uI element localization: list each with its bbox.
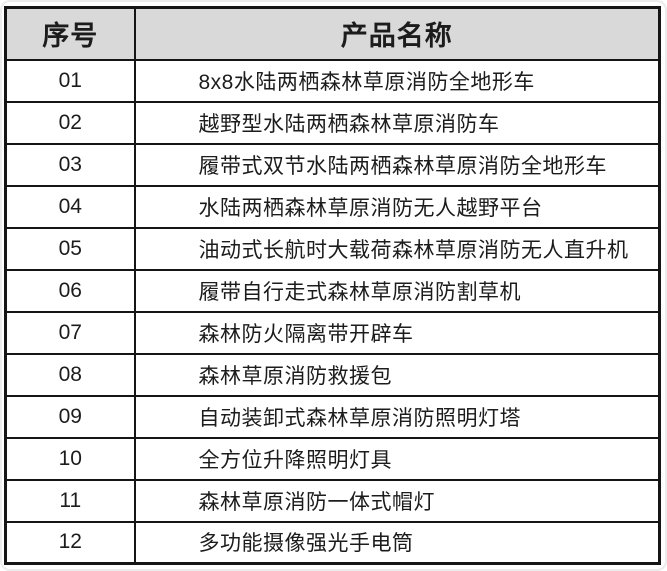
row-index-cell: 09 bbox=[4, 394, 136, 439]
row-index-cell: 10 bbox=[4, 436, 136, 481]
table-row: 08 森林草原消防救援包 bbox=[4, 352, 661, 397]
row-product-name-cell: 多功能摄像强光手电筒 bbox=[133, 520, 661, 565]
row-product-name-cell: 履带自行走式森林草原消防割草机 bbox=[133, 268, 661, 313]
row-product-name-cell: 履带式双节水陆两栖森林草原消防全地形车 bbox=[133, 142, 661, 187]
row-product-name-cell: 自动装卸式森林草原消防照明灯塔 bbox=[133, 394, 661, 439]
table-row: 03 履带式双节水陆两栖森林草原消防全地形车 bbox=[4, 142, 661, 187]
header-cell-product-name: 产品名称 bbox=[133, 6, 661, 61]
table-row: 02 越野型水陆两栖森林草原消防车 bbox=[4, 100, 661, 145]
row-product-name-cell: 森林草原消防救援包 bbox=[133, 352, 661, 397]
table-row: 07 森林防火隔离带开辟车 bbox=[4, 310, 661, 355]
row-index-cell: 11 bbox=[4, 478, 136, 523]
table-row: 04 水陆两栖森林草原消防无人越野平台 bbox=[4, 184, 661, 229]
row-index-cell: 08 bbox=[4, 352, 136, 397]
row-index-cell: 06 bbox=[4, 268, 136, 313]
table-row: 06 履带自行走式森林草原消防割草机 bbox=[4, 268, 661, 313]
row-index-cell: 02 bbox=[4, 100, 136, 145]
row-product-name-cell: 水陆两栖森林草原消防无人越野平台 bbox=[133, 184, 661, 229]
row-index-cell: 05 bbox=[4, 226, 136, 271]
row-product-name-cell: 全方位升降照明灯具 bbox=[133, 436, 661, 481]
header-cell-index: 序号 bbox=[4, 6, 136, 61]
row-index-cell: 03 bbox=[4, 142, 136, 187]
product-table: 序号 产品名称 01 8x8水陆两栖森林草原消防全地形车 02 越野型水陆两栖森… bbox=[4, 6, 661, 565]
row-product-name-cell: 油动式长航时大载荷森林草原消防无人直升机 bbox=[133, 226, 661, 271]
table-row: 10 全方位升降照明灯具 bbox=[4, 436, 661, 481]
row-index-cell: 07 bbox=[4, 310, 136, 355]
row-product-name-cell: 森林草原消防一体式帽灯 bbox=[133, 478, 661, 523]
table-row: 05 油动式长航时大载荷森林草原消防无人直升机 bbox=[4, 226, 661, 271]
table-row: 11 森林草原消防一体式帽灯 bbox=[4, 478, 661, 523]
row-index-cell: 12 bbox=[4, 520, 136, 565]
table-row: 09 自动装卸式森林草原消防照明灯塔 bbox=[4, 394, 661, 439]
table-row: 12 多功能摄像强光手电筒 bbox=[4, 520, 661, 565]
table-row: 01 8x8水陆两栖森林草原消防全地形车 bbox=[4, 58, 661, 103]
table-header: 序号 产品名称 bbox=[4, 6, 661, 61]
table-body: 01 8x8水陆两栖森林草原消防全地形车 02 越野型水陆两栖森林草原消防车 0… bbox=[4, 58, 661, 565]
row-product-name-cell: 8x8水陆两栖森林草原消防全地形车 bbox=[133, 58, 661, 103]
header-row: 序号 产品名称 bbox=[4, 6, 661, 61]
row-product-name-cell: 森林防火隔离带开辟车 bbox=[133, 310, 661, 355]
row-index-cell: 04 bbox=[4, 184, 136, 229]
row-product-name-cell: 越野型水陆两栖森林草原消防车 bbox=[133, 100, 661, 145]
row-index-cell: 01 bbox=[4, 58, 136, 103]
